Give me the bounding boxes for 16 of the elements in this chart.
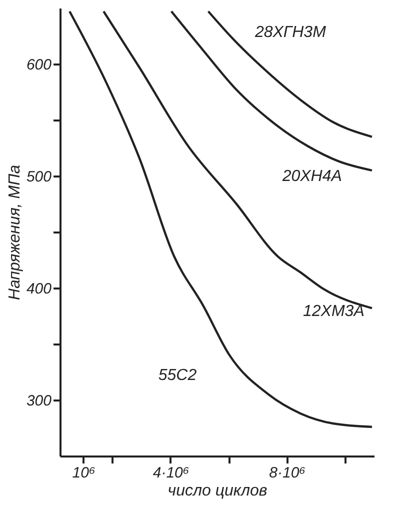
x-axis-title: число циклов [168, 482, 268, 500]
y-tick-label: 600 [26, 56, 52, 74]
line-series [207, 10, 374, 138]
text: 55С2 [158, 367, 197, 384]
x-tick-label: 4·10⁶ [152, 464, 190, 482]
y-axis-title: Напряжения, МПа [6, 164, 24, 300]
series-label: 28ХГН3М [254, 24, 327, 42]
line-series [68, 10, 374, 428]
line-series [170, 10, 374, 172]
series-label: 20ХН4А [281, 168, 342, 185]
y-tick-label: 300 [26, 392, 52, 410]
series-label: 12ХМ3А [303, 303, 364, 320]
y-tick-label: 500 [26, 168, 52, 186]
x-tick-label: 10⁶ [72, 464, 96, 482]
y-tick-label: 400 [26, 280, 52, 298]
x-tick-label: 8·10⁶ [269, 464, 306, 482]
